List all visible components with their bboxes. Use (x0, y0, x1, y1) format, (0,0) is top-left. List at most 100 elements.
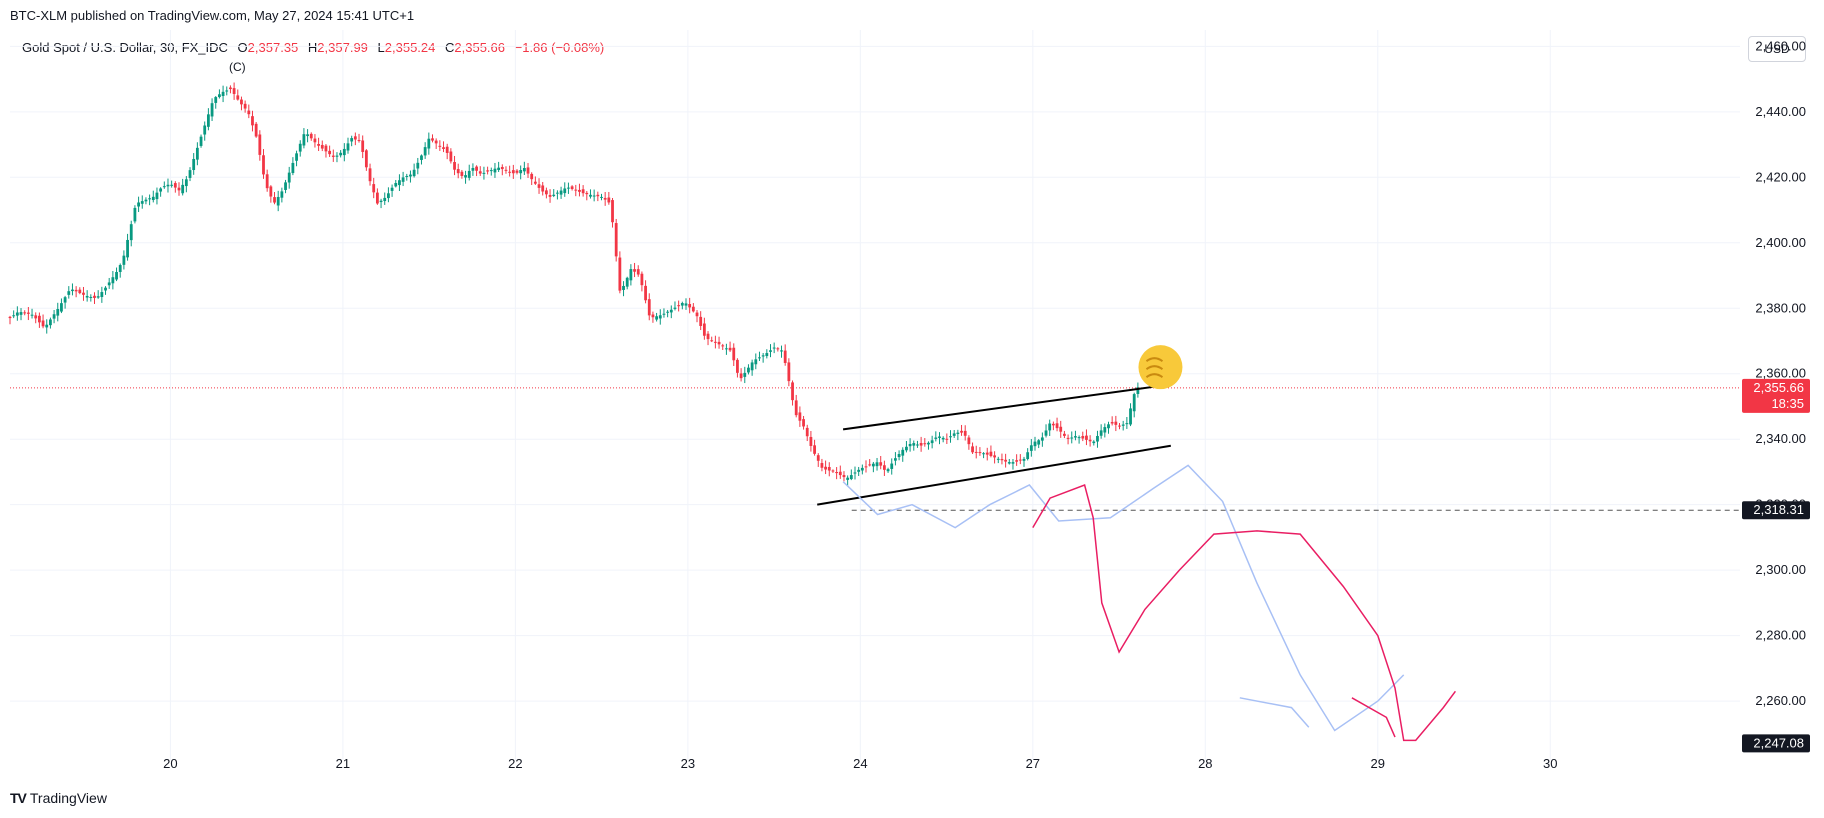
candle-body (295, 153, 298, 161)
candle-body (49, 319, 52, 326)
candle-body (871, 463, 875, 467)
candle-body (570, 186, 574, 190)
x-tick-label: 29 (1371, 756, 1385, 771)
candle-body (221, 91, 225, 97)
candle-body (464, 175, 467, 178)
candle-body (585, 192, 589, 195)
candle-body (647, 299, 651, 316)
change-value: −1.86 (−0.08%) (514, 40, 605, 55)
candle-body (879, 462, 883, 466)
candle-body (511, 170, 515, 174)
candle-body (864, 466, 868, 468)
candle-body (361, 140, 365, 152)
x-tick-label: 30 (1543, 756, 1557, 771)
candle-body (1088, 439, 1092, 442)
candle-body (1040, 437, 1044, 441)
candle-body (912, 443, 916, 446)
candle-body (533, 181, 537, 184)
candle-body (1011, 462, 1015, 464)
candle-body (901, 449, 905, 456)
candle-body (816, 455, 820, 461)
candle-body (989, 451, 993, 457)
candle-body (144, 199, 148, 202)
candle-body (791, 382, 794, 401)
candle-body (530, 173, 534, 180)
candle-body (489, 170, 493, 172)
candle-body (460, 171, 464, 176)
symbol-legend: Gold Spot / U.S. Dollar, 30, FX_IDC O2,3… (22, 40, 604, 55)
wave-label: (C) (229, 60, 246, 74)
projection-blue-tail (1239, 697, 1310, 728)
candle-body (504, 169, 508, 171)
candle-body (996, 458, 1000, 460)
y-tick-label: 2,420.00 (1755, 169, 1806, 184)
candle-body (894, 458, 897, 461)
candle-body (1125, 423, 1129, 425)
candle-body (644, 285, 647, 301)
candle-body (1029, 445, 1033, 451)
candle-body (563, 188, 567, 194)
candle-body (636, 269, 640, 275)
candle-body (232, 88, 236, 94)
level-price-tag-bg (1742, 501, 1810, 520)
candle-body (1085, 435, 1088, 440)
candle-body (170, 184, 174, 186)
candle-body (919, 443, 923, 446)
candle-body (717, 341, 721, 345)
candle-body (1037, 440, 1041, 445)
fist-emoji-icon (1138, 345, 1183, 390)
candle-body (12, 315, 16, 317)
candle-body (541, 185, 545, 192)
candle-body (159, 188, 163, 192)
candle-body (184, 179, 188, 187)
tradingview-footer[interactable]: TV TradingView (10, 790, 107, 806)
candle-body (262, 155, 265, 175)
candle-body (526, 167, 530, 174)
candle-body (765, 353, 769, 357)
candle-body (41, 320, 45, 327)
candle-body (849, 475, 853, 480)
close-value: 2,355.66 (454, 40, 505, 55)
candle-body (379, 200, 383, 203)
candle-body (596, 194, 600, 197)
candle-body (93, 295, 96, 298)
candle-body (357, 140, 361, 142)
candle-body (298, 143, 302, 152)
symbol-name[interactable]: Gold Spot / U.S. Dollar, 30, FX_IDC (22, 40, 228, 55)
candle-body (971, 446, 974, 453)
candle-body (243, 103, 247, 109)
high-label: H (307, 40, 318, 55)
candle-body (309, 133, 313, 139)
candle-body (805, 427, 809, 437)
candle-body (908, 443, 912, 447)
candle-body (188, 170, 192, 178)
candle-body (857, 469, 861, 472)
candle-body (721, 345, 725, 347)
candle-body (1033, 441, 1037, 447)
y-tick-label: 2,340.00 (1755, 431, 1806, 446)
candle-body (673, 307, 677, 309)
candle-body (622, 285, 625, 290)
currency-button[interactable]: USD (1748, 36, 1806, 62)
candle-body (669, 309, 673, 313)
candle-body (882, 465, 886, 470)
candle-body (868, 464, 872, 466)
candle-body (137, 202, 140, 207)
close-label: C (445, 40, 455, 55)
candle-body (691, 306, 695, 312)
candle-body (1096, 435, 1099, 442)
candle-body (23, 312, 27, 314)
candle-body (1103, 427, 1107, 433)
candle-body (905, 446, 908, 451)
candle-body (1121, 424, 1125, 426)
candle-body (1018, 459, 1022, 461)
candle-body (1092, 441, 1096, 444)
candle-body (842, 475, 846, 478)
level-price-tag-text: 2,318.31 (1753, 502, 1804, 517)
candle-body (126, 239, 129, 258)
candle-body (269, 186, 273, 197)
candle-body (1132, 394, 1136, 412)
x-tick-label: 22 (508, 756, 522, 771)
